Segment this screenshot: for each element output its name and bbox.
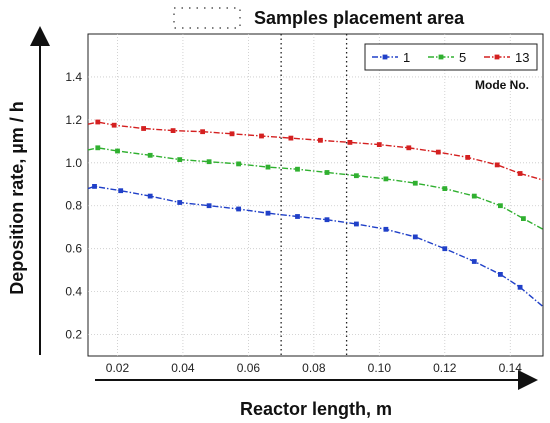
legend-marker-5 (438, 54, 444, 60)
data-point-13 (288, 135, 294, 141)
data-point-1 (295, 214, 300, 219)
legend-entry-5: 5 (428, 50, 466, 65)
data-point-1 (118, 188, 124, 194)
data-point-13 (517, 171, 523, 176)
data-point-1 (383, 226, 389, 232)
data-point-1 (147, 193, 153, 199)
data-point-13 (494, 162, 500, 168)
series-layer (87, 119, 544, 308)
y-axis-title: Deposition rate, µm / h (7, 101, 27, 294)
data-point-1 (206, 203, 212, 209)
data-point-1 (471, 259, 477, 264)
data-point-5 (147, 152, 153, 158)
data-point-5 (206, 159, 212, 165)
data-point-1 (442, 246, 448, 252)
data-point-5 (471, 193, 477, 199)
data-point-13 (141, 126, 146, 131)
y-tick-label: 0.4 (65, 285, 82, 299)
data-point-1 (177, 200, 183, 205)
data-point-5 (265, 164, 271, 170)
x-tick-label: 0.06 (237, 361, 261, 375)
data-point-5 (115, 148, 120, 154)
data-point-5 (354, 173, 359, 179)
data-point-5 (442, 186, 448, 191)
data-point-1 (498, 272, 503, 277)
data-point-13 (170, 128, 176, 133)
data-point-5 (383, 176, 389, 182)
legend-entry-13: 13 (484, 50, 529, 65)
series-line-1 (87, 185, 544, 308)
grid (88, 34, 543, 356)
legend-items: 1 5 13 (372, 50, 529, 65)
legend-entry-1: 1 (372, 50, 410, 65)
data-point-13 (347, 140, 353, 145)
data-point-1 (265, 210, 271, 216)
data-point-1 (354, 221, 359, 227)
y-tick-label: 0.2 (65, 328, 82, 342)
data-point-5 (324, 170, 330, 175)
data-point-5 (521, 216, 526, 221)
legend: 1 5 13 Mode No. (364, 43, 538, 92)
tick-labels: 0.02 0.04 0.06 0.08 0.10 0.12 0.14 0.2 0.4 0.6 0.8… (65, 70, 522, 375)
samples-area-label: Samples placement area (254, 8, 465, 28)
data-point-13 (200, 129, 205, 135)
plot-frame (87, 33, 544, 357)
x-tick-label: 0.02 (106, 361, 130, 375)
data-point-5 (412, 180, 418, 186)
data-point-5 (236, 161, 241, 167)
legend-label-5: 5 (459, 50, 466, 65)
data-point-13 (376, 142, 382, 147)
data-point-13 (259, 133, 264, 139)
series-line-13 (87, 121, 544, 181)
data-point-1 (236, 206, 241, 212)
x-tick-label: 0.12 (433, 361, 457, 375)
data-point-5 (498, 203, 503, 209)
y-tick-label: 1.4 (65, 70, 82, 84)
data-point-1 (412, 234, 418, 240)
x-tick-label: 0.10 (368, 361, 392, 375)
legend-marker-1 (382, 54, 388, 60)
y-tick-label: 1.0 (65, 156, 82, 170)
x-axis-title: Reactor length, m (240, 399, 392, 419)
data-point-13 (95, 119, 101, 125)
data-point-1 (92, 184, 97, 189)
legend-label-13: 13 (515, 50, 529, 65)
y-tick-label: 1.2 (65, 113, 82, 127)
legend-marker-13 (494, 54, 500, 60)
y-tick-label: 0.6 (65, 242, 82, 256)
data-point-1 (324, 217, 330, 223)
data-point-13 (318, 137, 323, 143)
y-tick-label: 0.8 (65, 199, 82, 213)
data-point-5 (177, 157, 183, 162)
samples-area-annotation: Samples placement area (173, 7, 465, 29)
legend-label-1: 1 (403, 50, 410, 65)
data-point-1 (517, 284, 523, 290)
data-point-13 (406, 145, 412, 151)
samples-area-swatch (173, 7, 241, 29)
series-1 (87, 184, 544, 308)
data-point-13 (111, 122, 117, 128)
data-point-13 (465, 155, 471, 160)
x-tick-label: 0.08 (302, 361, 326, 375)
x-tick-label: 0.14 (499, 361, 523, 375)
data-point-5 (95, 145, 101, 151)
data-point-5 (295, 166, 300, 172)
data-point-13 (435, 149, 441, 155)
data-point-13 (229, 131, 235, 137)
series-13 (87, 119, 544, 181)
series-line-5 (87, 147, 544, 230)
legend-title: Mode No. (475, 78, 529, 92)
x-tick-label: 0.04 (171, 361, 195, 375)
series-5 (87, 145, 544, 230)
